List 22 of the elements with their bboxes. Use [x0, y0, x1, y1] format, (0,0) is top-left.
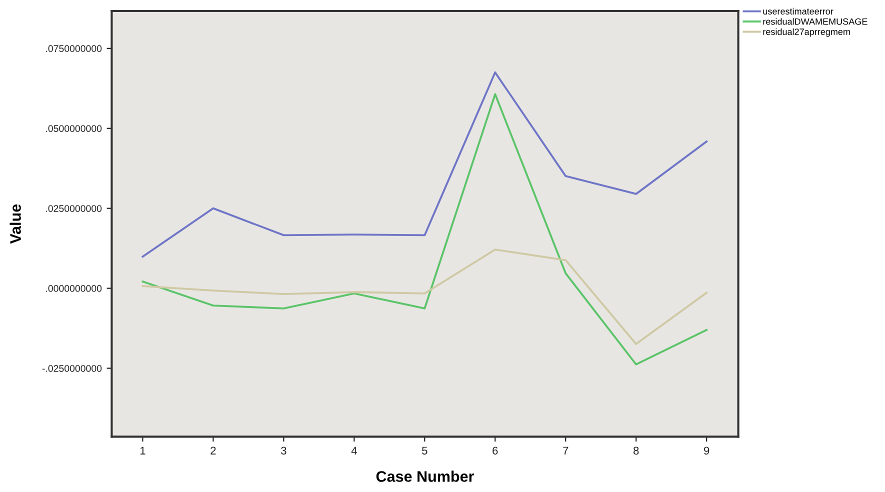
x-tick-label: 1	[140, 446, 146, 454]
y-tick-label: -.0250000000	[42, 364, 102, 372]
line-series	[142, 248, 708, 345]
line-series	[142, 71, 708, 258]
x-tick-label: 3	[281, 446, 286, 455]
y-tick-label: .0250000000	[46, 205, 102, 212]
x-tick-label: 4	[351, 446, 357, 454]
legend-label: userestimateerror	[763, 8, 834, 15]
y-axis-title: Value	[10, 204, 21, 244]
legend-label: residualDWAMEMUSAGE	[763, 18, 868, 25]
legend-label: residual27aprregmem	[763, 28, 850, 37]
x-axis-title: Case Number	[376, 470, 474, 482]
y-tick-label: .0500000000	[46, 125, 102, 132]
x-tick-label: 8	[633, 446, 639, 455]
x-tick-label: 7	[563, 446, 568, 454]
x-tick-label: 2	[210, 446, 216, 454]
line-series	[142, 93, 708, 366]
x-tick-label: 9	[704, 446, 710, 455]
x-tick-label: 5	[422, 446, 428, 455]
y-tick-label: .0750000000	[46, 45, 102, 52]
x-tick-label: 6	[492, 446, 498, 455]
y-tick-label: .0000000000	[46, 285, 102, 292]
